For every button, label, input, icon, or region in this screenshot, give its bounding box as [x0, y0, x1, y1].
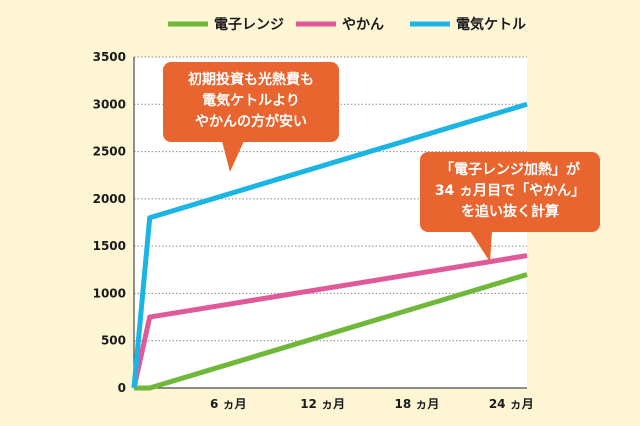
series-line-1: [131, 253, 528, 389]
callout-box: [163, 62, 339, 142]
y-tick-label: 2500: [93, 145, 126, 159]
x-tick-label: 12 ヵ月: [300, 397, 345, 411]
callout-tail: [222, 141, 244, 172]
series-line-0: [134, 272, 528, 391]
callout-text-line: 34 ヵ月目で「やかん」: [435, 182, 585, 199]
callout-text-line: やかんの方が安い: [195, 113, 307, 130]
callout-text-line: 「電子レンジ加熱」が: [440, 161, 581, 178]
x-tick-label: 6 ヵ月: [210, 397, 247, 411]
legend-label: やかん: [342, 17, 384, 33]
y-tick-label: 3000: [93, 97, 126, 111]
series-line-2: [131, 101, 528, 389]
legend-label: 電子レンジ: [214, 16, 284, 33]
x-tick-label: 18 ヵ月: [395, 397, 440, 411]
y-tick-label: 1000: [93, 286, 126, 300]
callout-text-line: 初期投資も光熱費も: [188, 71, 314, 88]
y-tick-label: 0: [118, 381, 126, 395]
y-tick-label: 2000: [93, 192, 126, 206]
y-tick-label: 1500: [93, 239, 126, 253]
callout-text-line: を追い抜く計算: [461, 203, 559, 220]
callout-box: [420, 152, 600, 232]
legend-label: 電気ケトル: [456, 16, 526, 33]
y-tick-label: 3500: [93, 50, 126, 64]
y-tick-label: 500: [101, 334, 126, 348]
callout-tail: [470, 231, 492, 262]
x-tick-label: 24 ヵ月: [489, 397, 534, 411]
callout-text-line: 電気ケトルより: [202, 92, 300, 109]
